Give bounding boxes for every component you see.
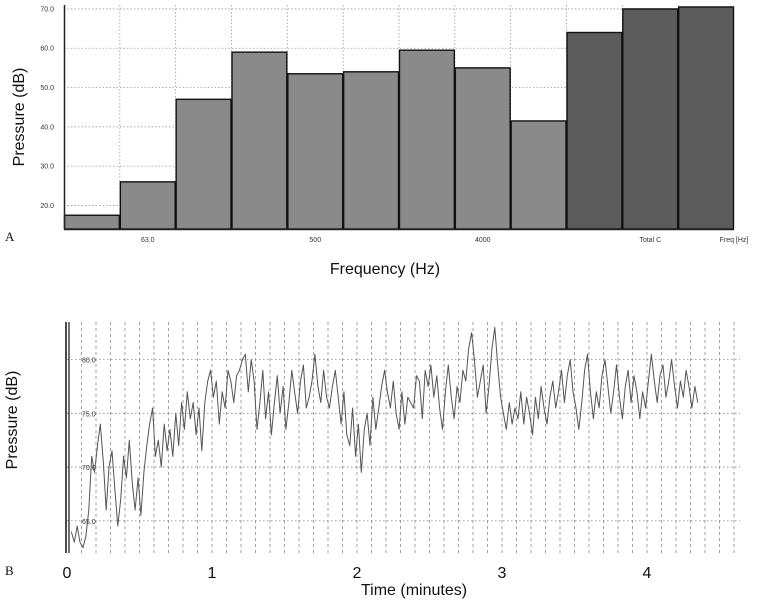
bar [287, 73, 344, 230]
series-line [70, 326, 699, 549]
bar [677, 6, 735, 230]
panel-letter-b: B [5, 563, 14, 578]
y-tick-label: 75.0 [82, 411, 96, 418]
x-tick-label: 0 [63, 565, 72, 582]
x-tick-label: 2 [353, 565, 362, 582]
x-ticks-a: 63.0 500 4000 Total C Freq [Hz] [141, 237, 749, 244]
y-ticks-b: 65.0 70.0 75.0 80.0 [82, 358, 96, 526]
grid-b [67, 322, 740, 553]
y-tick-label: 70.0 [40, 6, 54, 13]
bar [63, 214, 121, 230]
x-tick-label: 4 [643, 565, 652, 582]
bar [231, 51, 288, 230]
panel-b-line-chart: 65.0 70.0 75.0 80.0 0 1 2 3 4 Pressure (dB) Tim… [4, 322, 740, 599]
x-tick-label: 500 [309, 237, 321, 244]
y-tick-label: 30.0 [40, 164, 54, 171]
y-axis-title-a: Pressure (dB) [11, 68, 28, 167]
y-tick-label: 70.0 [82, 465, 96, 472]
bar [398, 49, 456, 230]
y-tick-label: 80.0 [82, 358, 96, 365]
y-tick-label: 60.0 [40, 46, 54, 53]
y-ticks-a: 20.0 30.0 40.0 50.0 60.0 70.0 [40, 6, 54, 209]
y-tick-label: 50.0 [40, 85, 54, 92]
bars-a [63, 6, 735, 230]
panel-letter-a: A [5, 229, 15, 244]
bar [175, 98, 232, 230]
x-tick-label: 3 [498, 565, 507, 582]
x-tick-label: 1 [208, 565, 217, 582]
bar [622, 8, 679, 230]
x-tick-label: 4000 [475, 237, 491, 244]
bar [566, 31, 623, 230]
x-axis-title-b: Time (minutes) [361, 582, 467, 599]
series-b [70, 326, 699, 549]
bar [454, 67, 511, 230]
x-axis-title-a: Frequency (Hz) [330, 261, 440, 278]
bar [342, 71, 400, 230]
panel-a-bar-chart: 20.0 30.0 40.0 50.0 60.0 70.0 63.0 500 4000 Tota… [5, 5, 748, 278]
x-tick-label: Total C [639, 237, 661, 244]
y-axis-title-b: Pressure (dB) [4, 371, 21, 470]
x-tick-label: 63.0 [141, 237, 155, 244]
bar [119, 181, 176, 230]
bar [510, 120, 567, 230]
x-ticks-b: 0 1 2 3 4 [63, 565, 652, 582]
y-tick-label: 20.0 [40, 203, 54, 210]
y-tick-label: 65.0 [82, 519, 96, 526]
y-tick-label: 40.0 [40, 124, 54, 131]
x-tick-label: Freq [Hz] [720, 237, 749, 244]
